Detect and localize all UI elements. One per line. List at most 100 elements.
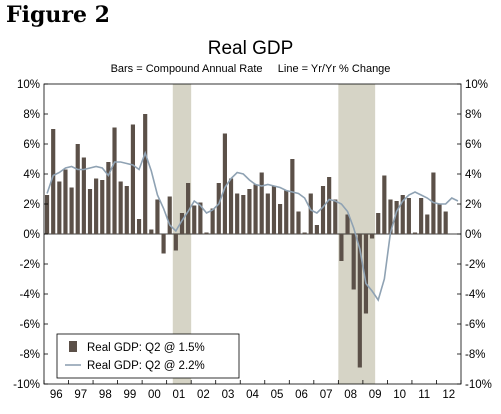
bar-q1 — [44, 195, 50, 234]
xtick-label: 02 — [197, 389, 210, 401]
bar-q31 — [228, 178, 234, 234]
bar-q5 — [69, 187, 74, 234]
bar-q35 — [253, 184, 258, 234]
bar-q52 — [357, 234, 362, 368]
ytick-label-right: -10% — [465, 379, 492, 391]
ytick-label-right: 10% — [465, 79, 488, 91]
bar-q7 — [81, 157, 86, 234]
ytick-label-right: -2% — [465, 259, 485, 271]
bar-q33 — [241, 195, 246, 234]
bar-q38 — [271, 186, 277, 234]
ytick-label-left: -6% — [20, 319, 40, 331]
bar-q49 — [339, 234, 344, 261]
xtick-label: 06 — [295, 389, 308, 401]
ytick-label-right: 4% — [465, 169, 482, 181]
bar-q50 — [345, 214, 350, 234]
legend-box — [56, 333, 240, 379]
bar-q2 — [51, 129, 56, 234]
ytick-label-right: -4% — [465, 289, 485, 301]
ytick-label-right: 8% — [465, 109, 482, 121]
bar-q8 — [87, 189, 93, 234]
xtick-label: 97 — [74, 389, 87, 401]
bar-q55 — [376, 213, 381, 234]
bar-q44 — [308, 193, 313, 234]
bar-q37 — [265, 193, 270, 234]
bar-q21 — [167, 196, 172, 234]
xtick-label: 96 — [50, 389, 63, 401]
xtick-label: 98 — [99, 389, 112, 401]
figure-label: Figure 2 — [6, 2, 110, 28]
xtick-label: 10 — [393, 389, 406, 401]
xtick-label: 12 — [442, 389, 455, 401]
bar-q56 — [382, 175, 387, 234]
xtick-label: 01 — [173, 389, 186, 401]
bar-q11 — [106, 162, 111, 234]
ytick-label-right: 0% — [465, 229, 482, 241]
ytick-label-left: -4% — [20, 289, 40, 301]
ytick-label-right: -8% — [465, 349, 485, 361]
chart-title: Real GDP — [207, 38, 294, 59]
xtick-label: 04 — [246, 389, 259, 401]
bar-q54 — [369, 234, 375, 239]
bar-q22 — [173, 234, 178, 251]
xtick-label: 07 — [320, 389, 333, 401]
bar-q20 — [161, 234, 166, 254]
legend-bar-label: Real GDP: Q2 @ 1.5% — [87, 342, 205, 354]
bar-q6 — [75, 144, 80, 234]
xtick-label: 03 — [222, 389, 235, 401]
bar-q65 — [437, 204, 442, 234]
bar-q29 — [216, 183, 221, 234]
legend-line-label: Real GDP: Q2 @ 2.2% — [87, 360, 205, 372]
bar-q23 — [179, 213, 185, 234]
bar-q30 — [222, 133, 227, 234]
ytick-label-left: 8% — [23, 109, 40, 121]
bar-q13 — [118, 181, 123, 234]
bar-q46 — [320, 186, 326, 234]
ytick-label-right: -6% — [465, 319, 485, 331]
bar-q63 — [425, 214, 430, 234]
ytick-label-right: 2% — [465, 199, 482, 211]
bar-q19 — [155, 199, 160, 234]
xtick-label: 99 — [123, 389, 136, 401]
bar-q45 — [314, 225, 319, 234]
bar-q15 — [130, 124, 136, 234]
bar-q59 — [400, 195, 405, 234]
bar-q51 — [351, 234, 356, 290]
bar-q39 — [278, 204, 283, 234]
ytick-label-left: -8% — [20, 349, 40, 361]
xtick-label: 00 — [148, 389, 161, 401]
bar-q27 — [204, 232, 209, 234]
bar-q36 — [259, 172, 264, 234]
bar-q40 — [284, 190, 289, 234]
bar-q34 — [247, 189, 252, 234]
ytick-label-left: -2% — [20, 259, 40, 271]
bar-q10 — [100, 180, 105, 234]
bar-q26 — [198, 202, 203, 234]
bar-q17 — [143, 114, 148, 234]
bar-q62 — [419, 198, 424, 234]
bar-q60 — [406, 198, 411, 234]
bar-q28 — [210, 208, 215, 234]
bar-q57 — [388, 199, 393, 234]
bar-q48 — [333, 199, 338, 234]
ytick-label-left: 6% — [23, 139, 40, 151]
bar-q25 — [192, 205, 197, 234]
bar-q4 — [63, 169, 68, 234]
ytick-label-left: -10% — [13, 379, 40, 391]
xtick-label: 09 — [369, 389, 382, 401]
bar-q41 — [290, 159, 295, 234]
bar-q61 — [412, 232, 418, 234]
yoy-line — [46, 150, 459, 302]
bar-q16 — [136, 219, 142, 234]
bar-q12 — [112, 127, 117, 234]
xtick-label: 08 — [344, 389, 357, 401]
bar-q3 — [57, 181, 62, 234]
bar-q58 — [394, 201, 399, 234]
bar-q9 — [94, 178, 99, 234]
bar-q14 — [124, 186, 129, 234]
legend-bar-swatch — [69, 341, 77, 352]
ytick-label-left: 10% — [17, 79, 40, 91]
xtick-label: 05 — [271, 389, 284, 401]
bar-q53 — [363, 234, 369, 314]
